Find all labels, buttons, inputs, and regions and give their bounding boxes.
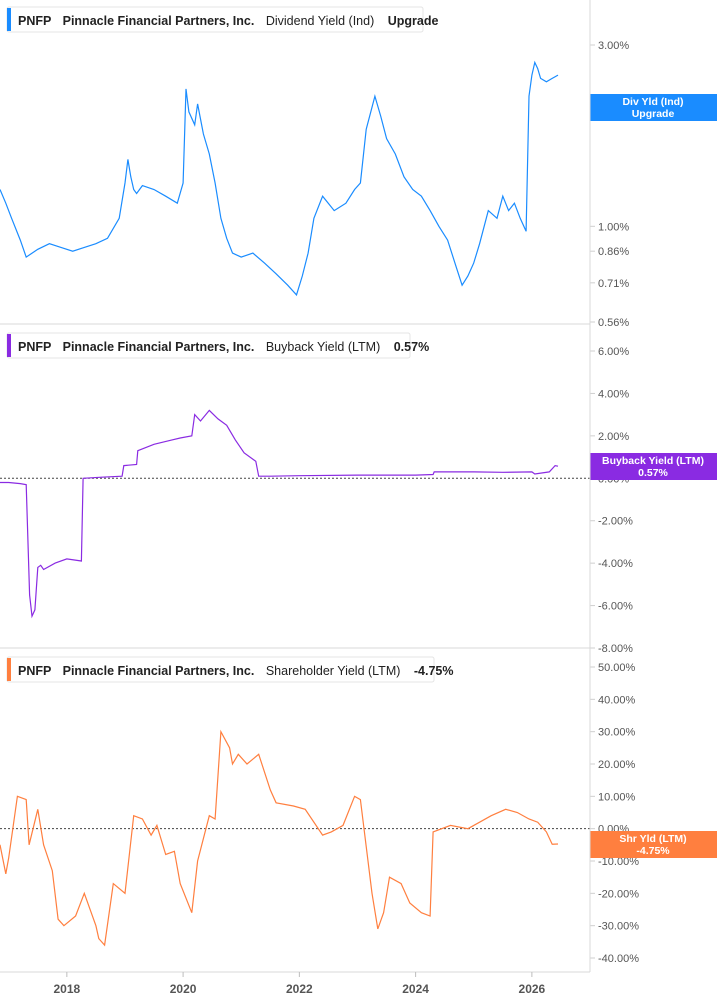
shareholder-yield-line[interactable] bbox=[0, 729, 559, 947]
header-ticker: PNFP bbox=[18, 664, 51, 678]
x-axis-ticks: 2018 2020 2022 2024 2026 bbox=[53, 972, 546, 996]
x-tick-label: 2024 bbox=[402, 982, 429, 996]
x-tick-label: 2020 bbox=[170, 982, 197, 996]
header-company: Pinnacle Financial Partners, Inc. bbox=[63, 340, 255, 354]
header-ticker: PNFP bbox=[18, 14, 51, 28]
shareholder-grid bbox=[590, 666, 595, 959]
buyback-ytick-label: 4.00% bbox=[598, 388, 629, 400]
badge-line2: Upgrade bbox=[632, 108, 675, 120]
panel-shareholder-yield[interactable]: 50.00%40.00%30.00%20.00%10.00%0.00%-10.0… bbox=[0, 656, 717, 973]
badge-bg bbox=[590, 453, 717, 480]
badge-bg bbox=[590, 94, 717, 121]
badge-line1: Shr Yld (LTM) bbox=[619, 833, 686, 845]
shareholder-ytick-label: -20.00% bbox=[598, 888, 639, 900]
badge-line1: Div Yld (Ind) bbox=[622, 96, 683, 108]
shareholder-ytick-label: 30.00% bbox=[598, 727, 636, 739]
buyback-ytick-label: 6.00% bbox=[598, 346, 629, 358]
dividend-yield-line[interactable] bbox=[0, 60, 559, 297]
header-value: 0.57% bbox=[394, 340, 429, 354]
shareholder-ytick-label: 20.00% bbox=[598, 759, 636, 771]
buyback-ytick-label: -4.00% bbox=[598, 558, 633, 570]
shareholder-ytick-label: -10.00% bbox=[598, 856, 639, 868]
dividend-ytick-label: 0.86% bbox=[598, 246, 629, 258]
shareholder-ytick-label: 10.00% bbox=[598, 791, 636, 803]
dividend-ytick-label: 3.00% bbox=[598, 40, 629, 52]
panel-buyback-yield[interactable]: 6.00%4.00%2.00%0.00%-2.00%-4.00%-6.00%-8… bbox=[0, 332, 717, 655]
header-metric: Dividend Yield (Ind) bbox=[266, 14, 374, 28]
buyback-ytick-label: -8.00% bbox=[598, 643, 633, 655]
svg-text:PNFP Pinnacle Financia: PNFP Pinnacle Financial Partners, Inc. D… bbox=[18, 14, 438, 28]
x-tick-label: 2018 bbox=[53, 982, 80, 996]
dividend-header: PNFP Pinnacle Financial Partners, Inc. D… bbox=[6, 6, 438, 33]
header-metric: Shareholder Yield (LTM) bbox=[266, 664, 401, 678]
badge-bg bbox=[590, 831, 717, 858]
shareholder-y-ticks: 50.00%40.00%30.00%20.00%10.00%0.00%-10.0… bbox=[598, 662, 639, 965]
x-tick-label: 2022 bbox=[286, 982, 313, 996]
buyback-ytick-label: -6.00% bbox=[598, 601, 633, 613]
header-value: Upgrade bbox=[388, 14, 439, 28]
dividend-ytick-label: 1.00% bbox=[598, 221, 629, 233]
buyback-ytick-label: -2.00% bbox=[598, 516, 633, 528]
header-value: -4.75% bbox=[414, 664, 454, 678]
dividend-ytick-label: 0.71% bbox=[598, 278, 629, 290]
svg-text:PNFP Pinnacle Financia: PNFP Pinnacle Financial Partners, Inc. S… bbox=[18, 664, 454, 678]
badge-line2: -4.75% bbox=[636, 845, 670, 857]
panel-dividend-yield[interactable]: 3.00%2.00%1.00%0.86%0.71%0.56% PNFP Pinn… bbox=[0, 6, 717, 329]
header-ticker: PNFP bbox=[18, 340, 51, 354]
header-metric: Buyback Yield (LTM) bbox=[266, 340, 380, 354]
shareholder-ytick-label: -40.00% bbox=[598, 953, 639, 965]
dividend-ytick-label: 0.56% bbox=[598, 317, 629, 329]
header-color-bar bbox=[7, 8, 11, 31]
badge-line1: Buyback Yield (LTM) bbox=[602, 455, 704, 467]
dividend-badge: Div Yld (Ind) Upgrade bbox=[590, 94, 717, 121]
shareholder-badge: Shr Yld (LTM) -4.75% bbox=[590, 831, 717, 858]
shareholder-ytick-label: -30.00% bbox=[598, 921, 639, 933]
header-color-bar bbox=[7, 658, 11, 681]
header-company: Pinnacle Financial Partners, Inc. bbox=[63, 664, 255, 678]
shareholder-ytick-label: 50.00% bbox=[598, 662, 636, 674]
svg-text:PNFP Pinnacle Financia: PNFP Pinnacle Financial Partners, Inc. B… bbox=[18, 340, 429, 354]
shareholder-ytick-label: 40.00% bbox=[598, 694, 636, 706]
shareholder-header: PNFP Pinnacle Financial Partners, Inc. S… bbox=[6, 656, 454, 683]
x-tick-label: 2026 bbox=[519, 982, 546, 996]
header-company: Pinnacle Financial Partners, Inc. bbox=[63, 14, 255, 28]
header-color-bar bbox=[7, 334, 11, 357]
buyback-ytick-label: 2.00% bbox=[598, 431, 629, 443]
buyback-grid bbox=[590, 350, 595, 649]
buyback-header: PNFP Pinnacle Financial Partners, Inc. B… bbox=[6, 332, 429, 359]
buyback-badge: Buyback Yield (LTM) 0.57% bbox=[590, 453, 717, 480]
buyback-yield-line[interactable] bbox=[0, 409, 559, 619]
badge-line2: 0.57% bbox=[638, 467, 668, 479]
